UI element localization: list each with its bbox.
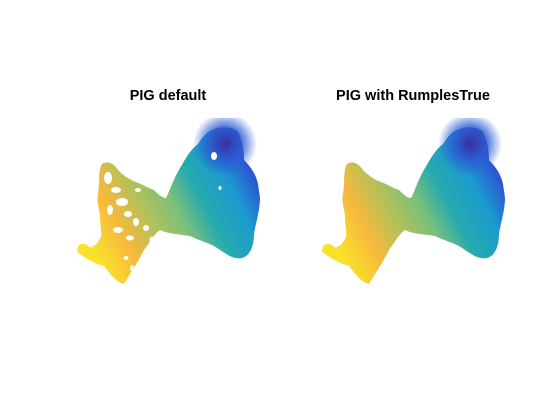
velocity-hotspot	[193, 118, 257, 176]
panel-title-rumples-true: PIG with RumplesTrue	[336, 88, 490, 104]
pig-map-rumples-true-svg	[322, 118, 505, 284]
rumple-holes	[104, 152, 222, 271]
pig-map-rumples-true	[315, 118, 515, 298]
velocity-hotspot	[438, 118, 502, 176]
pig-map-default	[70, 118, 270, 298]
pig-map-default-svg	[77, 118, 260, 284]
panel-title-default: PIG default	[129, 88, 207, 104]
